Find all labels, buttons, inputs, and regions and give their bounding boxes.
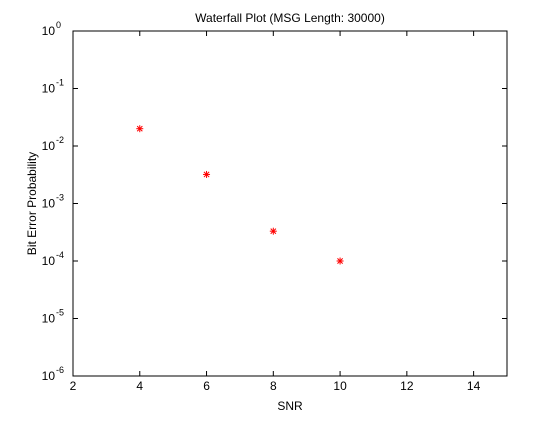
x-tick-label: 2 (70, 379, 77, 393)
x-tick-label: 14 (467, 379, 481, 393)
data-point-marker (136, 125, 144, 133)
x-tick-label: 10 (333, 379, 347, 393)
x-tick-label: 12 (400, 379, 414, 393)
x-tick-label: 4 (136, 379, 143, 393)
y-tick-label-base: 10 (42, 24, 56, 38)
y-tick-label-base: 10 (42, 82, 56, 96)
y-tick-label-exponent: -2 (56, 135, 64, 145)
x-axis-ticks: 2 4 6 8 10 12 14 (70, 31, 481, 393)
y-tick-label-base: 10 (42, 139, 56, 153)
y-tick-label-exponent: -5 (56, 308, 64, 318)
y-tick-label-exponent: -6 (56, 365, 64, 375)
data-point-marker (269, 227, 277, 235)
y-axis-label: Bit Error Probability (25, 152, 39, 255)
y-tick-label-exponent: -3 (56, 193, 64, 203)
x-tick-label: 8 (270, 379, 277, 393)
x-tick-label: 6 (203, 379, 210, 393)
y-tick-label-exponent: -4 (56, 250, 64, 260)
y-tick-label-base: 10 (42, 254, 56, 268)
plot-area (72, 30, 508, 377)
data-point-marker (336, 257, 344, 265)
y-tick-label-exponent: -1 (56, 78, 64, 88)
data-points (136, 125, 344, 265)
data-point-marker (203, 170, 211, 178)
y-tick-label-base: 10 (42, 312, 56, 326)
x-axis-label: SNR (277, 399, 303, 413)
chart-title: Waterfall Plot (MSG Length: 30000) (195, 11, 385, 25)
y-tick-label-base: 10 (42, 369, 56, 383)
y-tick-label-base: 10 (42, 197, 56, 211)
y-tick-label-exponent: 0 (56, 20, 61, 30)
